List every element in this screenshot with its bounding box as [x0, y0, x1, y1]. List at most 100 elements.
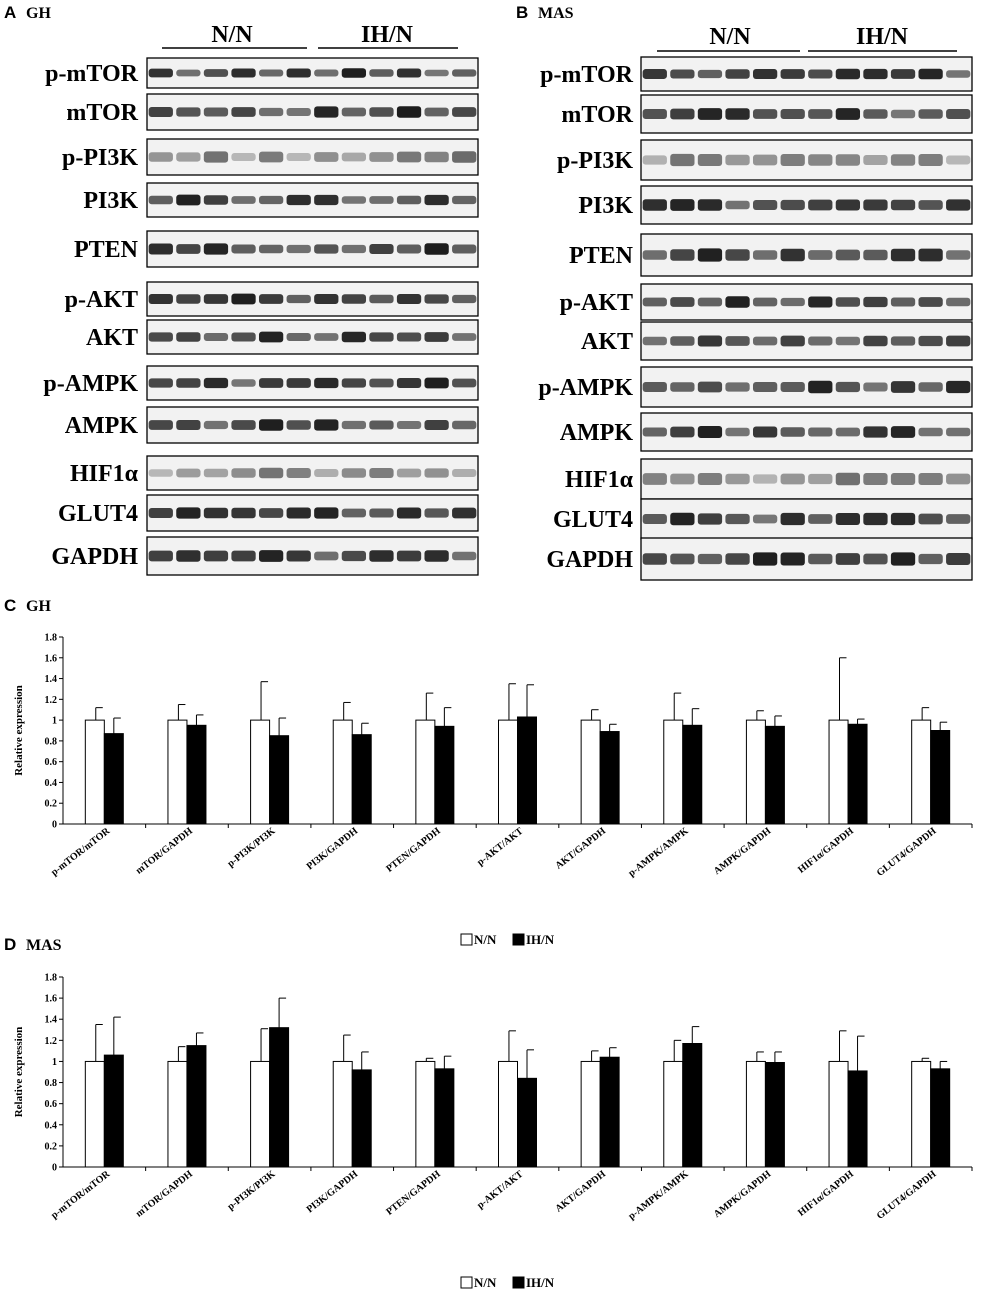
blot-band: [697, 199, 723, 211]
panel-letter: A: [4, 3, 16, 22]
blot-band: [203, 195, 229, 205]
blot-frame: [640, 56, 973, 92]
blot-band: [231, 379, 256, 387]
blot-band: [697, 248, 723, 262]
blot-band: [286, 333, 311, 341]
blot-row: GAPDH: [51, 536, 479, 576]
blot-band: [890, 297, 916, 307]
blot-band: [808, 514, 833, 524]
blot-band: [176, 194, 201, 206]
blot-band: [452, 333, 477, 341]
blot-band: [424, 107, 449, 117]
blot-band: [890, 426, 916, 438]
blot-band: [452, 469, 477, 477]
blot-row: mTOR: [561, 94, 973, 134]
blot-band: [286, 378, 311, 388]
panel-letter: D: [4, 935, 16, 954]
blot-band: [203, 294, 229, 304]
bar-ihn: [351, 734, 372, 825]
blot-band: [203, 243, 229, 255]
panel-title: GH: [26, 5, 51, 22]
blot-band: [396, 468, 422, 478]
blot-band: [369, 294, 394, 304]
blot-row: p-mTOR: [45, 57, 479, 89]
blot-band: [203, 507, 229, 519]
blot-row: GLUT4: [553, 498, 973, 540]
blot-band: [396, 507, 422, 519]
blot-band: [176, 69, 201, 77]
blot-frame: [146, 93, 479, 131]
blot-band: [752, 68, 778, 80]
blot-band: [286, 244, 311, 254]
y-tick-label: 0.6: [45, 757, 58, 768]
blot-band: [258, 244, 284, 254]
blot-band: [341, 331, 367, 343]
blot-band: [918, 473, 943, 485]
bar-ihn: [103, 1054, 124, 1168]
blot-frame: [640, 366, 973, 408]
blot-band: [780, 108, 805, 120]
blot-row: AKT: [86, 319, 479, 355]
blot-band: [697, 381, 723, 393]
blot-band: [231, 107, 256, 117]
blot-band: [835, 108, 861, 120]
blot-frame: [146, 57, 479, 89]
blot-frame: [146, 455, 479, 491]
blot-band: [341, 550, 367, 562]
bar-nn: [745, 719, 766, 825]
blot-band: [780, 382, 805, 392]
blot-band: [258, 550, 284, 562]
category-label: AMPK/GAPDH: [712, 826, 774, 878]
blot-band: [369, 420, 394, 430]
blot-band: [946, 109, 971, 119]
blot-band: [752, 336, 778, 346]
blot-band: [752, 514, 778, 524]
bar-nn: [84, 1060, 105, 1168]
bar-nn: [498, 1060, 518, 1168]
blot-band: [670, 512, 695, 526]
blot-panel-b: B MAS N/N IH/N p-mTOR mTOR p-PI3K PI3K PTEN p-AKT…: [516, 3, 973, 581]
category-label: AKT/GAPDH: [553, 1169, 608, 1215]
blot-row: p-AKT: [65, 281, 479, 317]
blot-band: [808, 336, 833, 346]
blot-band: [424, 194, 449, 206]
blot-band: [752, 552, 778, 566]
blot-band: [231, 293, 256, 305]
blot-band: [670, 382, 695, 392]
blot-band: [642, 250, 667, 260]
blot-band: [396, 293, 422, 305]
protein-label: GAPDH: [546, 547, 633, 573]
bar-ihn: [269, 735, 290, 825]
blot-band: [642, 382, 667, 392]
blot-band: [808, 109, 833, 119]
panel-letter: C: [4, 596, 16, 615]
category-label: GLUT4/GAPDH: [875, 826, 939, 879]
legend-label: IH/N: [526, 1275, 555, 1290]
blot-band: [258, 294, 284, 304]
blot-row: AKT: [581, 321, 973, 361]
blot-membrane: [147, 320, 478, 354]
blot-row: GLUT4: [58, 494, 479, 532]
blot-band: [314, 69, 339, 77]
blot-membrane: [147, 407, 478, 443]
protein-label: p-AMPK: [538, 375, 633, 401]
blot-band: [314, 194, 339, 206]
blot-band: [258, 331, 284, 343]
bar-nn: [167, 1060, 188, 1168]
blot-band: [341, 244, 367, 254]
blot-band: [725, 336, 750, 346]
blot-band: [176, 152, 201, 162]
bar-nn: [415, 1060, 436, 1168]
blot-band: [835, 427, 861, 437]
bar-ihn: [599, 1056, 620, 1168]
y-tick-label: 1.4: [45, 674, 58, 685]
blot-band: [808, 250, 833, 260]
blot-band: [835, 336, 861, 346]
blot-band: [452, 151, 477, 163]
blot-band: [369, 69, 394, 77]
bar-nn: [745, 1060, 766, 1168]
blot-membrane: [147, 366, 478, 400]
blot-band: [780, 427, 805, 437]
y-tick-label: 0.2: [45, 799, 58, 810]
blot-band: [452, 244, 477, 254]
